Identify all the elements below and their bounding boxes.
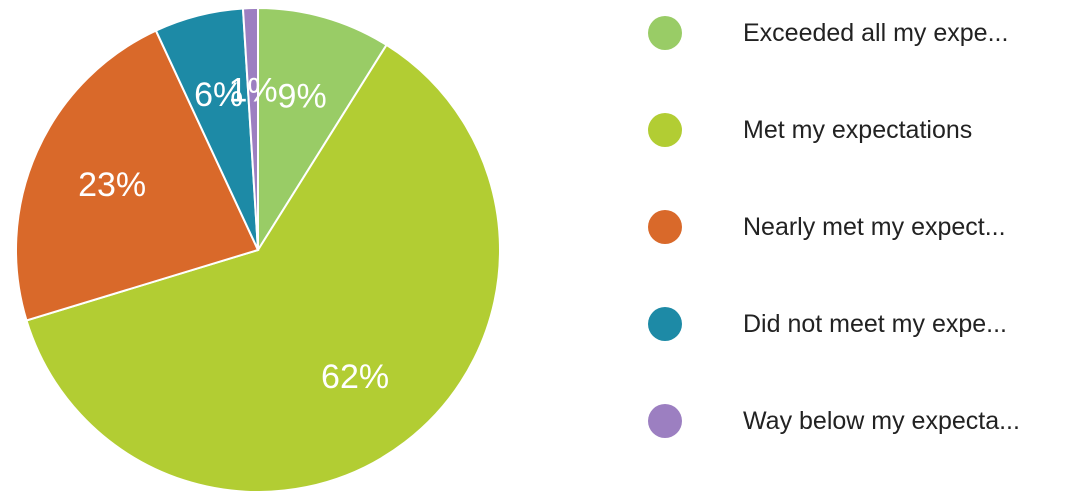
legend-item-did-not-meet[interactable]: Did not meet my expe...: [648, 304, 1007, 344]
legend-item-way-below[interactable]: Way below my expecta...: [648, 401, 1020, 441]
legend-swatch-nearly-met: [648, 210, 682, 244]
pie-slice-met[interactable]: [25, 43, 501, 491]
legend: Exceeded all my expe... Met my expectati…: [648, 0, 1072, 491]
legend-swatch-way-below: [648, 404, 682, 438]
legend-label-met: Met my expectations: [743, 115, 973, 144]
pie-slice-label-way-below: 1%: [228, 71, 277, 109]
legend-label-exceeded: Exceeded all my expe...: [743, 18, 1009, 47]
legend-label-nearly-met: Nearly met my expect...: [743, 212, 1006, 241]
legend-label-did-not-meet: Did not meet my expe...: [743, 309, 1008, 338]
pie-slice-labels: 9% 62% 23% 6%1%: [78, 71, 389, 395]
legend-swatch-exceeded: [648, 16, 682, 50]
pie-slice-nearly-met[interactable]: [15, 29, 260, 322]
legend-swatch-did-not-meet: [648, 307, 682, 341]
legend-item-met[interactable]: Met my expectations: [648, 110, 972, 150]
legend-label-way-below: Way below my expecta...: [743, 406, 1020, 435]
pie-slice-label-nearly-met: 23%: [78, 166, 146, 204]
pie-slices: [15, 6, 501, 491]
pie-slice-way-below[interactable]: [241, 6, 259, 251]
legend-swatch-met: [648, 113, 682, 147]
pie-slice-label-met: 62%: [321, 358, 389, 396]
pie-chart-svg: 9% 62% 23% 6%1%: [15, 6, 501, 491]
pie-slice-label-did-not-meet: 6%: [194, 76, 243, 114]
legend-item-nearly-met[interactable]: Nearly met my expect...: [648, 207, 1006, 247]
pie-slice-label-exceeded: 9%: [278, 77, 327, 115]
pie-slice-exceeded[interactable]: [257, 6, 388, 254]
legend-item-exceeded[interactable]: Exceeded all my expe...: [648, 13, 1008, 53]
